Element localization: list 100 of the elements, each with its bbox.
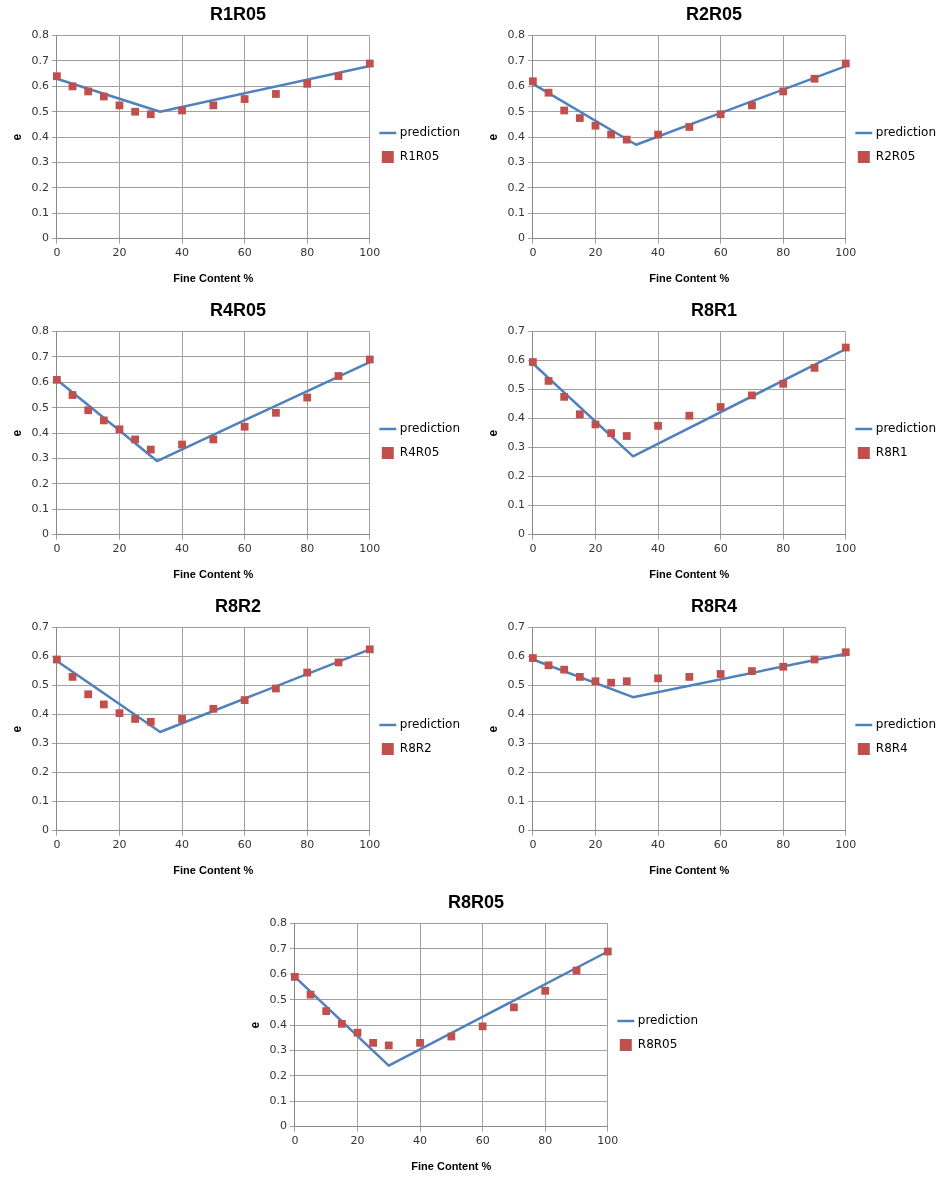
y-tick-label: 0.7 bbox=[269, 941, 287, 955]
x-axis-title: Fine Content % bbox=[649, 568, 730, 581]
x-tick-label: 20 bbox=[588, 246, 603, 260]
x-tick-label: 80 bbox=[776, 838, 791, 852]
y-tick-label: 0.3 bbox=[507, 440, 525, 454]
point bbox=[365, 59, 374, 68]
point bbox=[575, 410, 584, 419]
point bbox=[447, 1032, 456, 1041]
y-tick-label: 0.3 bbox=[507, 155, 525, 169]
point bbox=[544, 661, 553, 670]
y-tick-label: 0.7 bbox=[507, 324, 525, 338]
x-tick-label: 100 bbox=[835, 838, 857, 852]
y-tick-label: 0.2 bbox=[31, 765, 49, 779]
y-tick-label: 0.1 bbox=[31, 502, 49, 516]
x-tick-label: 40 bbox=[175, 838, 190, 852]
point bbox=[303, 79, 312, 88]
x-tick-label: 40 bbox=[413, 1134, 428, 1148]
y-tick-label: 0.5 bbox=[507, 104, 525, 118]
chart-title: R8R1 bbox=[690, 299, 738, 320]
point bbox=[337, 1019, 346, 1028]
x-tick-label: 60 bbox=[237, 838, 252, 852]
y-tick-label: 0.5 bbox=[507, 678, 525, 692]
y-tick-label: 0.3 bbox=[31, 155, 49, 169]
x-tick-label: 40 bbox=[651, 542, 666, 556]
point bbox=[575, 114, 584, 122]
x-axis-title: Fine Content % bbox=[173, 568, 254, 581]
x-tick-label: 60 bbox=[475, 1134, 490, 1148]
y-tick-label: 0.3 bbox=[507, 736, 525, 750]
point bbox=[303, 668, 312, 677]
y-tick-label: 0.7 bbox=[507, 53, 525, 67]
y-tick-label: 0.2 bbox=[507, 180, 525, 194]
y-tick-label: 0.6 bbox=[507, 353, 525, 367]
y-tick-label: 0.8 bbox=[507, 28, 525, 42]
y-tick-label: 0.4 bbox=[269, 1017, 287, 1031]
x-tick-label: 80 bbox=[300, 838, 315, 852]
point bbox=[654, 674, 662, 683]
point bbox=[716, 403, 725, 411]
point bbox=[603, 947, 612, 956]
point bbox=[841, 648, 850, 657]
legend-label: prediction bbox=[399, 421, 461, 436]
point bbox=[178, 106, 186, 115]
point bbox=[541, 986, 550, 995]
point bbox=[591, 121, 600, 130]
y-tick-label: 0 bbox=[517, 823, 525, 837]
point bbox=[334, 372, 343, 380]
point bbox=[810, 74, 819, 83]
y-tick-label: 0.4 bbox=[31, 707, 49, 721]
point bbox=[178, 440, 186, 449]
point bbox=[322, 1007, 331, 1016]
chart-title: R8R4 bbox=[690, 595, 738, 616]
point bbox=[779, 379, 788, 388]
y-tick-label: 0.6 bbox=[31, 649, 49, 663]
point bbox=[131, 435, 140, 444]
y-tick-label: 0.5 bbox=[31, 400, 49, 414]
y-tick-label: 0 bbox=[41, 231, 49, 245]
x-tick-label: 0 bbox=[529, 542, 537, 556]
chart-title: R1R05 bbox=[209, 3, 267, 24]
y-tick-label: 0.4 bbox=[507, 707, 525, 721]
point bbox=[716, 110, 725, 119]
point bbox=[575, 673, 584, 681]
point bbox=[544, 88, 553, 97]
point bbox=[99, 700, 108, 709]
point bbox=[478, 1022, 487, 1031]
point bbox=[369, 1038, 378, 1047]
y-tick-label: 0.2 bbox=[31, 476, 49, 490]
x-tick-label: 100 bbox=[359, 838, 381, 852]
y-tick-label: 0.5 bbox=[31, 678, 49, 692]
y-tick-label: 0 bbox=[41, 823, 49, 837]
point bbox=[591, 677, 600, 686]
point bbox=[544, 377, 553, 385]
y-tick-label: 0.2 bbox=[31, 180, 49, 194]
point bbox=[353, 1028, 362, 1037]
point bbox=[272, 90, 280, 98]
y-tick-label: 0.5 bbox=[269, 992, 287, 1006]
x-tick-label: 40 bbox=[651, 246, 666, 260]
point bbox=[99, 416, 108, 425]
legend-label: R8R1 bbox=[875, 445, 908, 460]
y-tick-label: 0.6 bbox=[507, 649, 525, 663]
y-tick-label: 0.7 bbox=[507, 620, 525, 634]
point bbox=[654, 421, 662, 430]
x-tick-label: 40 bbox=[651, 838, 666, 852]
point bbox=[53, 375, 61, 384]
legend-label: R4R05 bbox=[399, 445, 440, 460]
x-tick-label: 60 bbox=[713, 838, 728, 852]
x-tick-label: 100 bbox=[835, 542, 857, 556]
legend-label: R8R2 bbox=[399, 741, 432, 756]
x-tick-label: 0 bbox=[291, 1134, 299, 1148]
x-tick-label: 0 bbox=[53, 838, 61, 852]
point bbox=[748, 667, 756, 675]
x-tick-label: 60 bbox=[713, 542, 728, 556]
point bbox=[209, 435, 218, 444]
point bbox=[654, 130, 662, 139]
x-tick-label: 80 bbox=[776, 542, 791, 556]
point bbox=[779, 87, 788, 96]
legend-label: prediction bbox=[875, 421, 937, 436]
y-tick-label: 0.1 bbox=[269, 1094, 287, 1108]
y-tick-label: 0 bbox=[279, 1119, 287, 1133]
point bbox=[53, 655, 61, 664]
legend-label: prediction bbox=[875, 717, 937, 732]
point bbox=[622, 432, 631, 440]
